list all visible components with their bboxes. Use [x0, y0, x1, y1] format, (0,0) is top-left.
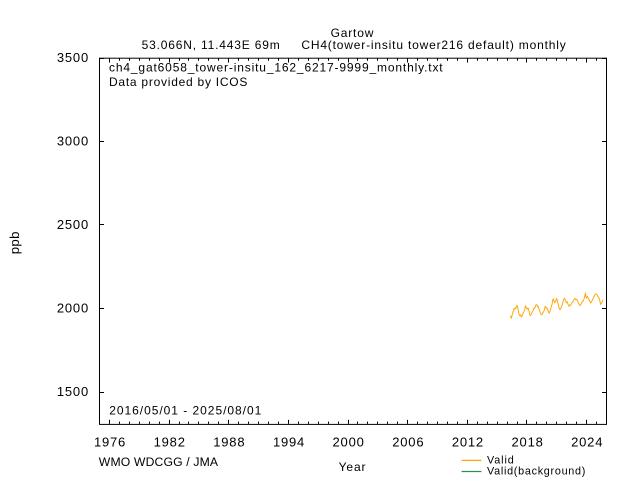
svg-text:ppb: ppb	[7, 231, 22, 254]
svg-text:2018: 2018	[512, 434, 544, 449]
svg-text:2500: 2500	[57, 217, 89, 232]
svg-text:53.066N, 11.443E 69m CH4(t: 53.066N, 11.443E 69m CH4(tower-insitu to…	[142, 38, 567, 52]
svg-text:2006: 2006	[392, 434, 424, 449]
svg-text:2000: 2000	[333, 434, 365, 449]
svg-text:Valid: Valid	[487, 454, 515, 466]
svg-text:3000: 3000	[57, 134, 89, 149]
svg-text:1500: 1500	[57, 384, 89, 399]
svg-text:Gartow: Gartow	[331, 26, 375, 40]
svg-text:2016/05/01 - 2025/08/01: 2016/05/01 - 2025/08/01	[109, 403, 262, 417]
svg-text:2012: 2012	[452, 434, 484, 449]
svg-text:Year: Year	[339, 460, 367, 474]
svg-text:WMO WDCGG / JMA: WMO WDCGG / JMA	[99, 455, 219, 469]
svg-text:2000: 2000	[57, 301, 89, 316]
svg-text:ch4_gat6058_tower-insitu_162_6: ch4_gat6058_tower-insitu_162_6217-9999_m…	[109, 61, 443, 75]
svg-text:1982: 1982	[154, 434, 186, 449]
svg-text:Data provided by ICOS: Data provided by ICOS	[109, 75, 248, 89]
svg-text:Valid(background): Valid(background)	[487, 465, 586, 477]
svg-text:1976: 1976	[94, 434, 126, 449]
svg-text:1994: 1994	[273, 434, 305, 449]
svg-text:2024: 2024	[571, 434, 603, 449]
svg-text:1988: 1988	[213, 434, 245, 449]
svg-text:3500: 3500	[57, 50, 89, 65]
